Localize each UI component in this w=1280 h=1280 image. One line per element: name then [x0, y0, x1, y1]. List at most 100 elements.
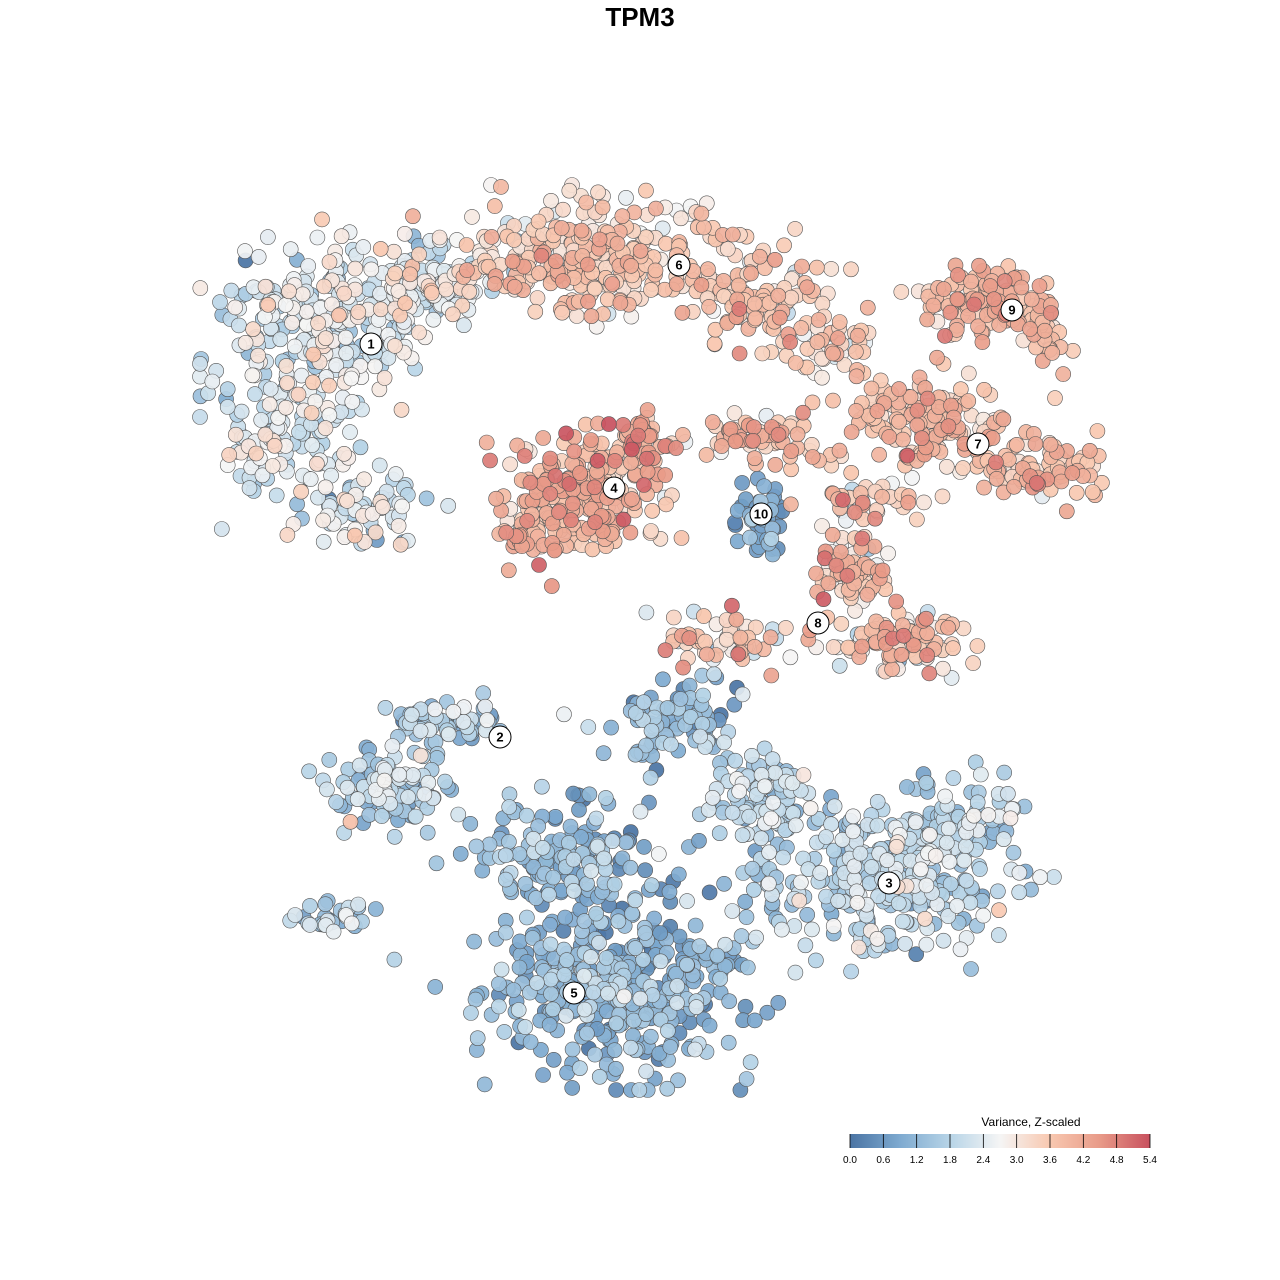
cell-point [192, 355, 208, 372]
cell-point [897, 935, 913, 952]
cell-point [337, 329, 354, 346]
cell-point [804, 449, 821, 465]
cell-point [825, 842, 842, 859]
cluster-label-text: 10 [754, 507, 768, 522]
cell-point [890, 895, 907, 912]
cell-point [558, 1007, 574, 1024]
cell-point [762, 629, 779, 646]
cell-point [795, 404, 811, 421]
cell-point [909, 511, 925, 528]
cell-point [693, 277, 710, 293]
cell-point [431, 229, 448, 246]
cell-point [302, 898, 318, 914]
cell-point [519, 513, 536, 529]
cell-point [787, 817, 804, 834]
cell-point [506, 232, 522, 248]
cell-point [823, 261, 840, 277]
cell-point [782, 334, 798, 350]
cell-point [969, 638, 986, 654]
cell-point [692, 728, 708, 745]
cell-point [810, 312, 827, 328]
cell-point [843, 963, 859, 980]
cell-point [763, 667, 780, 684]
cell-point [386, 951, 403, 968]
cell-point [831, 442, 848, 459]
cell-point [1055, 366, 1071, 382]
cell-point [719, 241, 736, 257]
cell-point [636, 477, 652, 493]
cell-point [1022, 321, 1038, 337]
cell-point [701, 1017, 718, 1034]
cell-point [556, 706, 572, 723]
cell-point [925, 297, 942, 314]
cell-point [475, 685, 492, 702]
cell-point [458, 237, 475, 253]
cell-point [467, 991, 484, 1008]
cell-point [738, 909, 755, 925]
cell-point [260, 296, 276, 313]
cell-point [815, 591, 832, 608]
cell-point [687, 1041, 703, 1058]
cell-point [644, 502, 661, 519]
cell-point [770, 287, 787, 304]
cell-point [553, 220, 570, 236]
cell-point [846, 504, 863, 521]
cell-point [893, 646, 910, 663]
cell-point [921, 826, 938, 843]
cell-point [891, 413, 907, 430]
cell-point [818, 829, 834, 845]
cluster-label-5: 5 [562, 981, 586, 1005]
cell-point [956, 852, 973, 869]
cell-point [662, 1039, 679, 1055]
cell-point [598, 950, 615, 966]
cell-point [387, 265, 403, 282]
cell-point [874, 562, 891, 579]
cell-point [606, 1042, 623, 1058]
cell-point [638, 1063, 655, 1080]
cell-point [1031, 278, 1048, 294]
cell-point [504, 253, 521, 270]
cell-point [555, 526, 572, 543]
cell-point [940, 619, 956, 636]
cell-point [1013, 279, 1030, 296]
cell-point [675, 659, 691, 676]
cell-point [995, 831, 1012, 848]
cell-point [869, 930, 886, 947]
cell-point [248, 445, 264, 462]
cell-point [846, 858, 863, 875]
cell-point [874, 488, 890, 505]
cell-point [739, 959, 756, 976]
cell-point [727, 752, 744, 769]
cell-point [900, 494, 917, 511]
cell-point [743, 265, 759, 282]
cell-point [674, 304, 691, 321]
cell-point [761, 844, 777, 861]
cell-point [477, 698, 494, 715]
cell-point [942, 876, 959, 892]
cell-point [632, 803, 649, 820]
cell-point [700, 261, 716, 278]
cell-point [652, 1011, 669, 1028]
cell-point [718, 631, 735, 648]
cell-point [254, 467, 271, 484]
cell-point [904, 469, 920, 486]
cell-point [604, 833, 621, 849]
cell-point [529, 290, 546, 306]
cell-point [305, 374, 321, 391]
cell-point [541, 886, 557, 903]
cell-point [591, 231, 608, 248]
cell-point [986, 291, 1002, 308]
cell-point [854, 638, 870, 655]
cell-point [1023, 291, 1040, 308]
cell-point [612, 295, 629, 311]
cell-point [393, 401, 410, 418]
cell-point [529, 975, 545, 991]
cell-point [527, 303, 544, 320]
cell-point [748, 929, 764, 946]
cell-point [579, 256, 596, 273]
cell-point [509, 437, 526, 454]
cell-point [869, 793, 886, 810]
cell-point [742, 1054, 759, 1070]
cell-point [411, 246, 427, 263]
cell-point [576, 968, 592, 984]
